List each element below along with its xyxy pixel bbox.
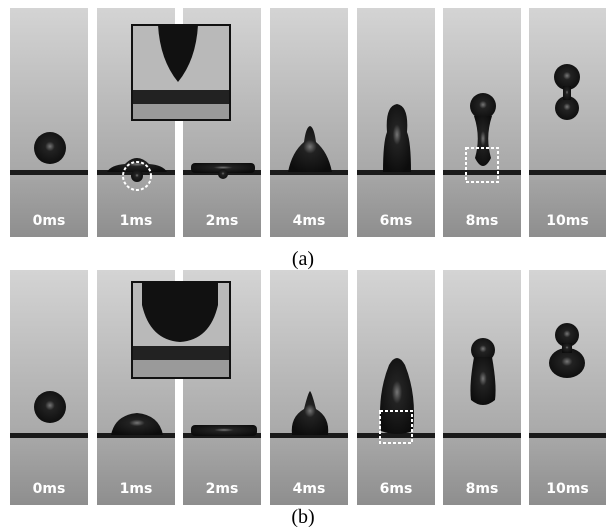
frame-bg xyxy=(270,270,348,505)
droplet xyxy=(34,132,66,164)
substrate xyxy=(10,170,88,175)
frame-label: 6ms xyxy=(380,213,413,229)
droplet xyxy=(34,391,66,423)
frame: 6ms xyxy=(357,8,435,237)
substrate xyxy=(529,433,606,438)
inset-base xyxy=(133,104,229,119)
frame: 10ms xyxy=(529,270,606,505)
frame-label: 8ms xyxy=(466,481,499,497)
frame-label: 6ms xyxy=(380,481,413,497)
frame-label: 10ms xyxy=(546,213,588,229)
figure: 0ms 1ms 2ms 4ms 6ms 8ms 10ms (a) 0ms 1ms 2ms 4ms 6ms… xyxy=(0,0,606,527)
frame-label: 4ms xyxy=(293,213,326,229)
frame-label: 4ms xyxy=(293,481,326,497)
droplet xyxy=(470,357,495,405)
frame-label: 0ms xyxy=(33,481,66,497)
frame: 4ms xyxy=(270,8,348,237)
frame-bg xyxy=(529,270,606,505)
frame: 0ms xyxy=(10,8,88,237)
frame-label: 2ms xyxy=(206,213,239,229)
substrate xyxy=(443,170,521,175)
droplet xyxy=(562,343,572,353)
frame: 10ms xyxy=(529,8,606,237)
inset-base xyxy=(133,360,229,377)
frame-bg xyxy=(10,270,88,505)
frame: 4ms xyxy=(270,270,348,505)
panel-caption: (a) xyxy=(292,248,314,270)
substrate xyxy=(443,433,521,438)
substrate xyxy=(10,433,88,438)
droplet xyxy=(563,86,571,100)
frame-label: 1ms xyxy=(120,481,153,497)
frame-label: 10ms xyxy=(546,481,588,497)
frame: 6ms xyxy=(357,270,435,505)
frame: 8ms xyxy=(443,270,521,505)
frame-label: 0ms xyxy=(33,213,66,229)
frame-bg xyxy=(270,8,348,237)
frame-label: 1ms xyxy=(120,213,153,229)
droplet xyxy=(470,93,496,119)
panel-caption: (b) xyxy=(291,506,314,527)
substrate xyxy=(529,170,606,175)
droplet xyxy=(131,170,143,182)
inset-substrate xyxy=(133,90,229,104)
frame: 0ms xyxy=(10,270,88,505)
droplet xyxy=(218,169,228,179)
frame: 8ms xyxy=(443,8,521,237)
frame-bg xyxy=(529,8,606,237)
frame-bg xyxy=(10,8,88,237)
frame-label: 8ms xyxy=(466,213,499,229)
inset-substrate xyxy=(133,346,229,360)
droplet xyxy=(191,425,257,436)
frame-label: 2ms xyxy=(206,481,239,497)
